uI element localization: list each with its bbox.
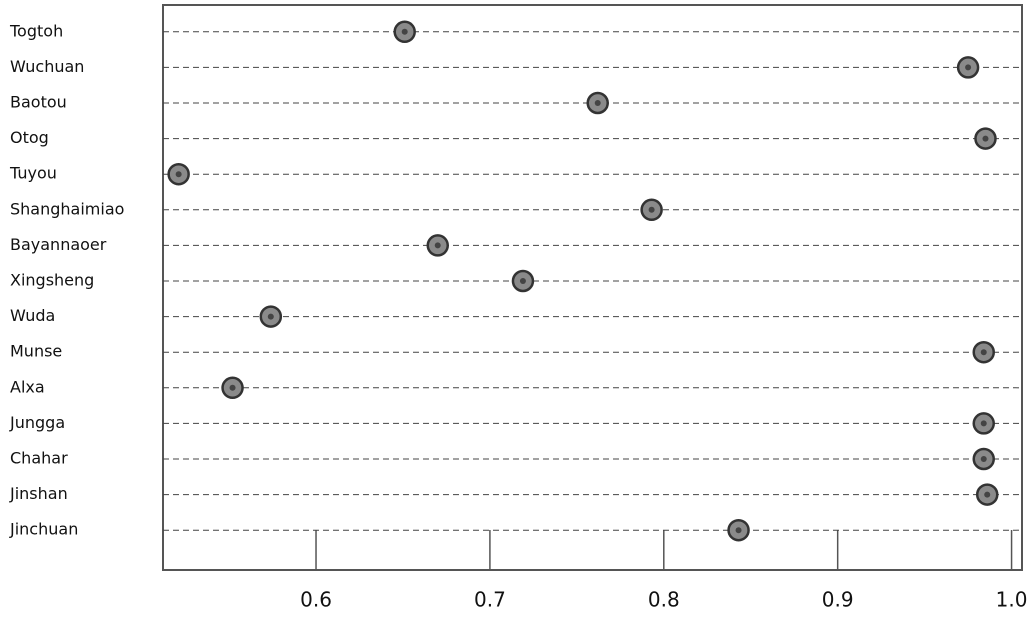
dot-center bbox=[434, 242, 441, 249]
dot-center bbox=[984, 491, 991, 498]
category-label: Munse bbox=[10, 342, 62, 361]
dot-center bbox=[519, 278, 526, 284]
x-tick-label: 0.7 bbox=[474, 588, 506, 612]
category-label: Togtoh bbox=[9, 21, 63, 40]
category-label: Chahar bbox=[10, 449, 68, 468]
dot-center bbox=[267, 313, 274, 320]
category-label: Shanghaimiao bbox=[10, 199, 124, 218]
dot-center bbox=[401, 28, 408, 35]
dot-center bbox=[229, 384, 236, 391]
dot-center bbox=[980, 349, 987, 356]
category-label: Jinshan bbox=[9, 484, 68, 503]
x-tick-label: 0.9 bbox=[822, 588, 854, 612]
dot-center bbox=[965, 64, 972, 71]
category-label: Baotou bbox=[10, 93, 67, 112]
dot-center bbox=[982, 135, 989, 142]
dot-center bbox=[594, 100, 601, 106]
dot-center bbox=[175, 171, 182, 178]
category-label: Tuyou bbox=[9, 164, 57, 183]
category-label: Jungga bbox=[9, 413, 65, 432]
x-tick-label: 0.6 bbox=[300, 588, 332, 612]
category-label: Bayannaoer bbox=[10, 235, 107, 254]
category-label: Otog bbox=[10, 128, 49, 147]
category-label: Wuda bbox=[10, 306, 55, 325]
category-label: Alxa bbox=[10, 377, 45, 396]
category-label: Xingsheng bbox=[10, 271, 94, 290]
dot-center bbox=[980, 456, 987, 462]
dot-center bbox=[980, 420, 987, 427]
plot-frame bbox=[162, 4, 1023, 571]
x-tick-label: 0.8 bbox=[648, 588, 680, 612]
dot-center bbox=[735, 527, 742, 534]
category-label: Jinchuan bbox=[9, 520, 78, 539]
x-tick-label: 1.0 bbox=[996, 588, 1028, 612]
dot-center bbox=[648, 206, 655, 213]
category-label: Wuchuan bbox=[10, 57, 84, 76]
